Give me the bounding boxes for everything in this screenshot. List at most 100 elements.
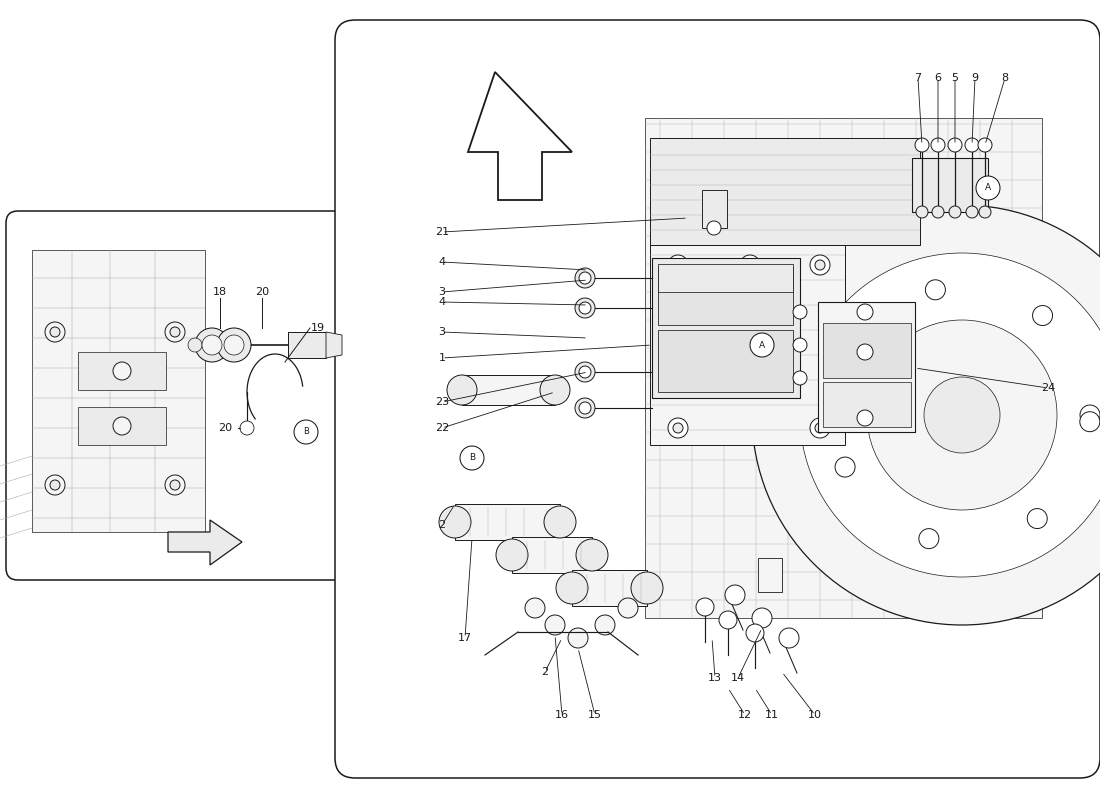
Circle shape bbox=[752, 608, 772, 628]
Circle shape bbox=[779, 628, 799, 648]
Circle shape bbox=[948, 138, 962, 152]
Text: 18: 18 bbox=[213, 287, 227, 297]
Circle shape bbox=[540, 375, 570, 405]
Bar bbox=[658, 264, 793, 292]
Text: 2: 2 bbox=[439, 520, 446, 530]
Text: 19: 19 bbox=[311, 323, 326, 333]
Circle shape bbox=[595, 615, 615, 635]
Circle shape bbox=[978, 138, 992, 152]
Circle shape bbox=[45, 322, 65, 342]
Circle shape bbox=[240, 421, 254, 435]
Circle shape bbox=[965, 138, 979, 152]
Text: a passion for parts: a passion for parts bbox=[636, 406, 804, 424]
Circle shape bbox=[579, 402, 591, 414]
Circle shape bbox=[857, 304, 873, 320]
Polygon shape bbox=[758, 558, 782, 592]
Text: 5: 5 bbox=[952, 73, 958, 83]
FancyBboxPatch shape bbox=[6, 211, 345, 580]
Circle shape bbox=[544, 615, 565, 635]
Circle shape bbox=[165, 322, 185, 342]
Circle shape bbox=[294, 420, 318, 444]
Text: 7: 7 bbox=[914, 73, 922, 83]
Circle shape bbox=[618, 598, 638, 618]
Circle shape bbox=[719, 611, 737, 629]
Text: 24: 24 bbox=[1041, 383, 1055, 393]
Circle shape bbox=[579, 366, 591, 378]
Circle shape bbox=[793, 305, 807, 319]
Text: 12: 12 bbox=[738, 710, 752, 720]
Circle shape bbox=[202, 335, 222, 355]
Circle shape bbox=[810, 255, 830, 275]
Circle shape bbox=[45, 475, 65, 495]
Text: 2: 2 bbox=[541, 667, 549, 677]
Circle shape bbox=[460, 446, 484, 470]
Circle shape bbox=[50, 327, 60, 337]
Circle shape bbox=[575, 298, 595, 318]
Circle shape bbox=[746, 624, 764, 642]
Circle shape bbox=[815, 260, 825, 270]
Circle shape bbox=[793, 371, 807, 385]
Polygon shape bbox=[650, 138, 920, 245]
Text: 8: 8 bbox=[1001, 73, 1009, 83]
Circle shape bbox=[867, 320, 1057, 510]
Circle shape bbox=[793, 338, 807, 352]
Circle shape bbox=[673, 423, 683, 433]
Circle shape bbox=[916, 206, 928, 218]
Circle shape bbox=[932, 206, 944, 218]
Circle shape bbox=[165, 475, 185, 495]
Polygon shape bbox=[650, 245, 845, 445]
Polygon shape bbox=[462, 375, 556, 405]
Circle shape bbox=[750, 333, 774, 357]
Circle shape bbox=[113, 362, 131, 380]
Circle shape bbox=[544, 506, 576, 538]
Text: eurocarparts85: eurocarparts85 bbox=[563, 348, 877, 382]
Text: 23: 23 bbox=[434, 397, 449, 407]
Circle shape bbox=[579, 302, 591, 314]
Bar bbox=[702, 190, 727, 228]
Circle shape bbox=[949, 206, 961, 218]
Circle shape bbox=[447, 375, 477, 405]
Polygon shape bbox=[645, 118, 1042, 618]
Text: 17: 17 bbox=[458, 633, 472, 643]
Circle shape bbox=[966, 206, 978, 218]
Circle shape bbox=[556, 572, 588, 604]
Circle shape bbox=[673, 260, 683, 270]
Text: 11: 11 bbox=[764, 710, 779, 720]
Bar bbox=[658, 330, 793, 392]
Circle shape bbox=[188, 338, 202, 352]
Text: 4: 4 bbox=[439, 257, 446, 267]
Circle shape bbox=[752, 205, 1100, 625]
Circle shape bbox=[575, 268, 595, 288]
Circle shape bbox=[496, 539, 528, 571]
Text: A: A bbox=[984, 183, 991, 193]
Text: 4: 4 bbox=[439, 297, 446, 307]
Text: 13: 13 bbox=[708, 673, 722, 683]
Text: 9: 9 bbox=[971, 73, 979, 83]
Circle shape bbox=[575, 398, 595, 418]
Circle shape bbox=[707, 221, 721, 235]
Text: 20: 20 bbox=[255, 287, 270, 297]
Circle shape bbox=[568, 628, 588, 648]
Text: 1: 1 bbox=[439, 353, 446, 363]
Polygon shape bbox=[912, 158, 988, 212]
Circle shape bbox=[579, 272, 591, 284]
Circle shape bbox=[725, 585, 745, 605]
Polygon shape bbox=[326, 332, 342, 358]
Bar bbox=[823, 382, 911, 427]
Text: 3: 3 bbox=[439, 327, 446, 337]
Circle shape bbox=[925, 280, 945, 300]
Text: 3: 3 bbox=[439, 287, 446, 297]
Circle shape bbox=[857, 344, 873, 360]
Circle shape bbox=[800, 253, 1100, 577]
Polygon shape bbox=[512, 537, 592, 573]
Circle shape bbox=[631, 572, 663, 604]
Circle shape bbox=[170, 480, 180, 490]
Text: 15: 15 bbox=[588, 710, 602, 720]
Circle shape bbox=[924, 377, 1000, 453]
Text: 10: 10 bbox=[808, 710, 822, 720]
Circle shape bbox=[838, 347, 858, 367]
Circle shape bbox=[976, 176, 1000, 200]
Text: 22: 22 bbox=[434, 423, 449, 433]
Circle shape bbox=[1080, 412, 1100, 432]
Circle shape bbox=[931, 138, 945, 152]
